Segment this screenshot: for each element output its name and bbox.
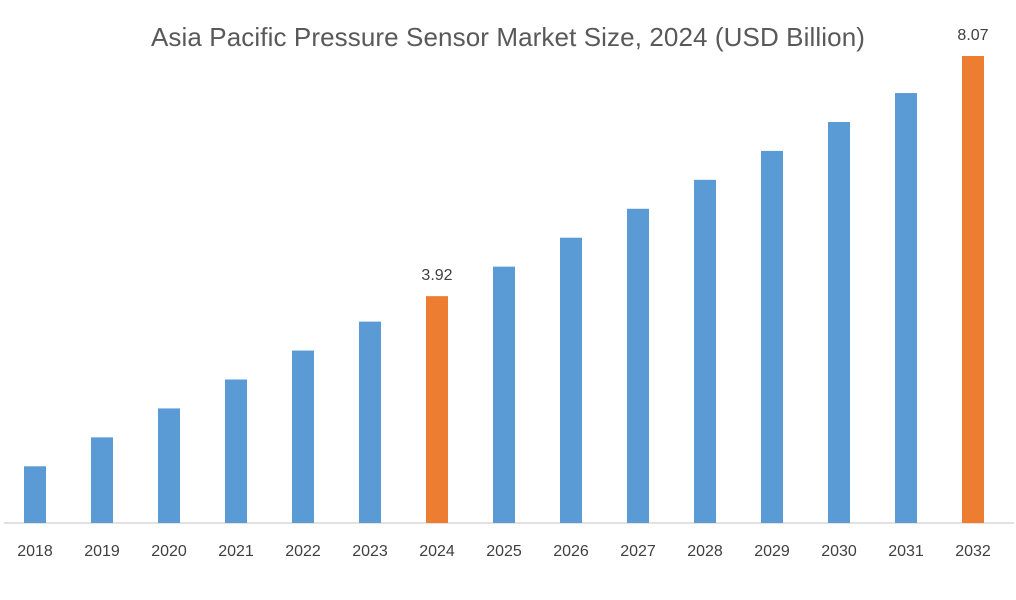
x-tick-label-2026: 2026: [553, 543, 589, 560]
bar-2018: [24, 466, 46, 523]
bar-2029: [761, 150, 783, 523]
data-label-2032: 8.07: [957, 27, 988, 44]
bar-2027: [627, 208, 649, 523]
x-tick-label-2023: 2023: [352, 543, 388, 560]
bar-2023: [359, 321, 381, 523]
bar-2030: [828, 121, 850, 523]
bar-2025: [493, 266, 515, 523]
x-tick-label-2031: 2031: [888, 543, 924, 560]
bar-2021: [225, 379, 247, 523]
data-labels-group: 3.92 8.07: [421, 27, 988, 284]
bar-2031: [895, 93, 917, 523]
x-tick-label-2028: 2028: [687, 543, 723, 560]
x-tick-label-2018: 2018: [17, 543, 53, 560]
bar-2026: [560, 237, 582, 523]
bar-2028: [694, 179, 716, 523]
bar-2024: [426, 296, 448, 523]
data-label-2024: 3.92: [421, 267, 452, 284]
x-tick-label-2030: 2030: [821, 543, 857, 560]
bar-2032: [962, 56, 984, 523]
x-tick-label-2027: 2027: [620, 543, 656, 560]
x-tick-label-2020: 2020: [151, 543, 187, 560]
bar-2022: [292, 350, 314, 523]
x-tick-label-2032: 2032: [955, 543, 991, 560]
bars-group: [24, 56, 984, 523]
bar-2019: [91, 437, 113, 523]
x-tick-label-2019: 2019: [84, 543, 120, 560]
x-tick-label-2021: 2021: [218, 543, 254, 560]
x-tick-label-2029: 2029: [754, 543, 790, 560]
bar-2020: [158, 408, 180, 523]
x-tick-label-2024: 2024: [419, 543, 455, 560]
x-tick-label-2022: 2022: [285, 543, 321, 560]
x-tick-label-2025: 2025: [486, 543, 522, 560]
chart-title: Asia Pacific Pressure Sensor Market Size…: [150, 22, 866, 52]
x-tick-labels-group: 2018 2019 2020 2021 2022 2023 2024 2025 2026 2027…: [17, 543, 991, 560]
